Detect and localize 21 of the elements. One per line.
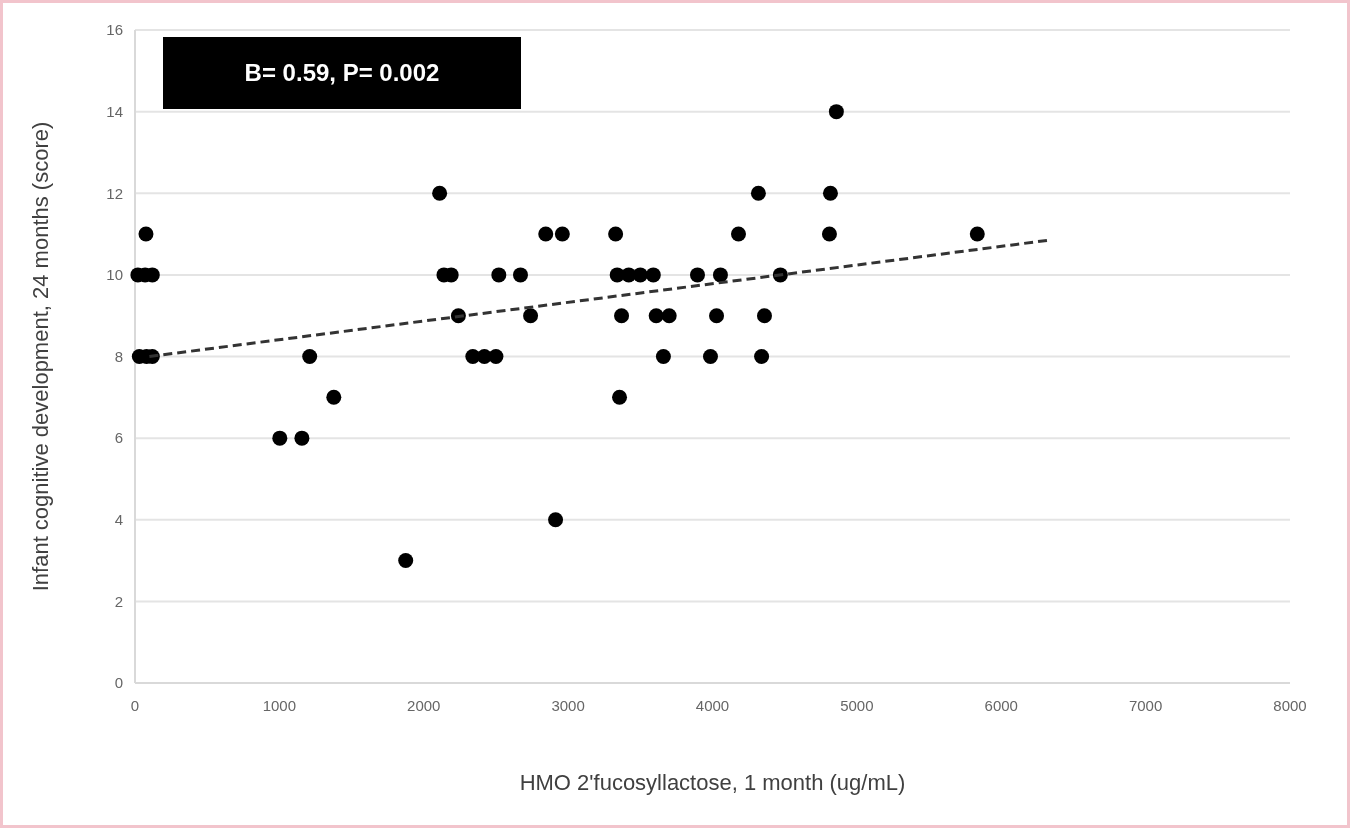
x-tick-label: 7000 (1128, 697, 1163, 714)
x-tick-label: 3000 (551, 697, 585, 714)
y-tick-label: 8 (114, 347, 123, 365)
x-tick-label: 4000 (695, 697, 730, 714)
y-tick-label: 6 (114, 429, 123, 447)
y-tick-label: 16 (106, 21, 123, 39)
x-axis-title: HMO 2'fucosyllactose, 1 month (ug/mL) (519, 770, 906, 795)
x-tick-label: 6000 (984, 697, 1018, 714)
x-tick-label: 5000 (840, 697, 874, 714)
x-tick-label: 0 (130, 697, 140, 714)
y-tick-label: 4 (114, 511, 123, 528)
y-axis-title: Infant cognitive development, 24 months (score) (28, 121, 53, 592)
y-tick-label: 0 (114, 674, 123, 692)
y-tick-label: 10 (106, 266, 123, 284)
x-tick-label: 2000 (407, 697, 441, 714)
annotation: B= 0.59, P= 0.002 (244, 59, 440, 87)
x-tick-label: 1000 (262, 697, 297, 714)
y-tick-label: 12 (106, 184, 123, 202)
x-tick-label: 8000 (1273, 697, 1307, 714)
y-tick-label: 2 (114, 592, 123, 610)
y-tick-label: 14 (106, 102, 123, 120)
